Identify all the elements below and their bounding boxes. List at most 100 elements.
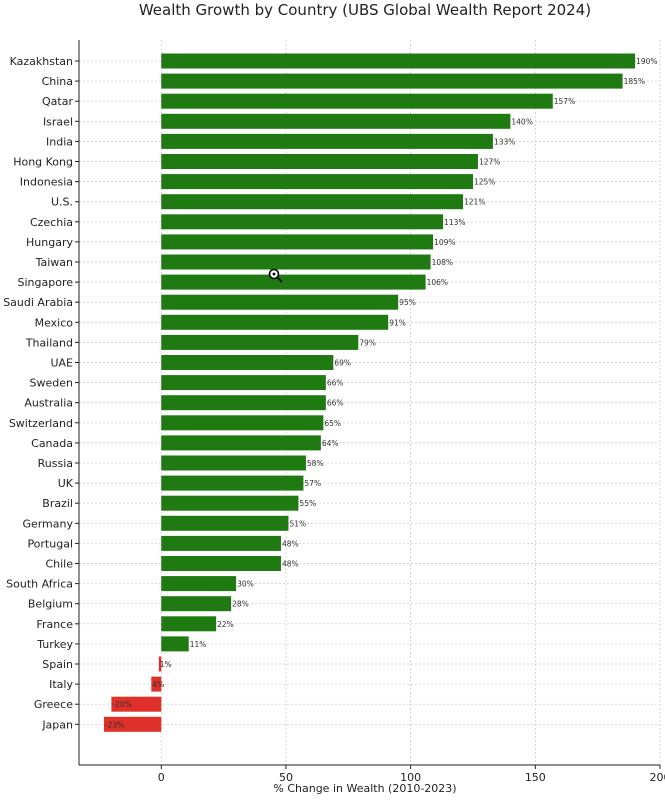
category-label: Thailand [25,336,73,349]
x-ticks: 0 50 100 150 200 [75,60,665,784]
category-label: Taiwan [35,256,73,269]
category-label: Singapore [18,276,74,289]
bar [161,254,431,270]
bar-value-label: -20% [112,700,131,709]
bar-value-label: 51% [289,519,306,528]
x-tick-label: 150 [525,771,546,784]
category-label: Portugal [27,537,73,550]
bar [161,73,623,89]
bar-value-label: 66% [327,379,344,388]
category-label: Spain [42,658,73,671]
bar [161,576,237,592]
bar-value-label: 64% [322,439,339,448]
bar [161,174,473,190]
bars: 190% 185% 157% 140% 133% 127% 125% 121% 113% 109%… [103,53,658,732]
bar-value-label: 58% [307,459,324,468]
bar [161,53,636,69]
bar [161,375,326,391]
chart-title: Wealth Growth by Country (UBS Global Wea… [139,1,591,19]
category-label: Switzerland [9,417,73,430]
bar-value-label: 157% [554,97,575,106]
category-label: Canada [31,437,73,450]
bar-value-label: 22% [217,620,234,629]
bar [161,636,189,652]
bar-value-label: -23% [105,720,124,729]
x-tick-label: 0 [158,771,165,784]
bar-value-label: 190% [636,57,657,66]
category-label: Hungary [26,236,73,249]
bar [161,596,232,612]
bar [161,93,553,109]
category-label: Hong Kong [13,156,73,169]
category-label: Italy [49,678,73,691]
category-label: Czechia [30,216,73,229]
category-label: China [42,75,73,88]
bar-value-label: 11% [190,640,207,649]
category-label: Belgium [28,598,73,611]
bar [161,294,399,310]
bar [103,716,162,732]
bar [161,274,426,290]
bar [161,535,281,551]
bar-value-label: 113% [444,218,465,227]
category-label: Australia [24,397,73,410]
x-tick-label: 100 [400,771,421,784]
x-axis-label: % Change in Wealth (2010-2023) [273,782,456,795]
bar [151,676,162,692]
bar [161,214,444,230]
category-label: Japan [41,718,73,731]
category-label: Sweden [30,377,73,390]
zoom-cursor-icon [268,268,283,283]
category-label: Israel [43,115,73,128]
category-labels: Kazakhstan China Qatar Israel India Hong Kong… [3,55,74,731]
bar-value-label: 65% [324,419,341,428]
category-label: UK [58,477,74,490]
bar-value-label: 140% [511,117,532,126]
category-label: Mexico [35,316,74,329]
bar-value-label: 28% [232,600,249,609]
bar-value-label: 133% [494,137,515,146]
category-label: Chile [45,558,73,571]
category-label: Saudi Arabia [3,296,73,309]
bar-value-label: 66% [327,399,344,408]
bar-value-label: 79% [359,338,376,347]
bar [161,495,299,511]
bar-value-label: 106% [427,278,448,287]
category-label: U.S. [51,196,73,209]
bar-value-label: 127% [479,158,500,167]
category-label: Indonesia [20,176,73,189]
category-label: Russia [38,457,73,470]
category-label: Turkey [36,638,73,651]
bar-value-label: 95% [399,298,416,307]
bar-value-label: 91% [389,318,406,327]
category-label: UAE [50,357,73,370]
bar [161,435,321,451]
bar [158,656,162,672]
category-label: South Africa [6,578,73,591]
bar-value-label: 69% [334,359,351,368]
bar [161,475,304,491]
bar [161,395,326,411]
bar-value-label: 185% [624,77,645,86]
bar [161,334,359,350]
bar [161,515,289,531]
bar-value-label: 48% [282,560,299,569]
bar [161,616,217,632]
bar-value-label: 108% [432,258,453,267]
x-tick-label: 200 [650,771,665,784]
bar-value-label: 57% [304,479,321,488]
bar-value-label: 48% [282,539,299,548]
bar-value-label: 55% [299,499,316,508]
bar-value-label: 1% [160,660,172,669]
bar [161,154,478,169]
bar [161,355,334,370]
bar [161,556,281,571]
bar-value-label: 121% [464,198,485,207]
bar [111,696,162,712]
bar-value-label: 125% [474,178,495,187]
bar [161,113,511,129]
bar [161,234,434,250]
category-label: Kazakhstan [10,55,73,68]
bar [161,415,324,431]
category-label: France [36,618,73,631]
